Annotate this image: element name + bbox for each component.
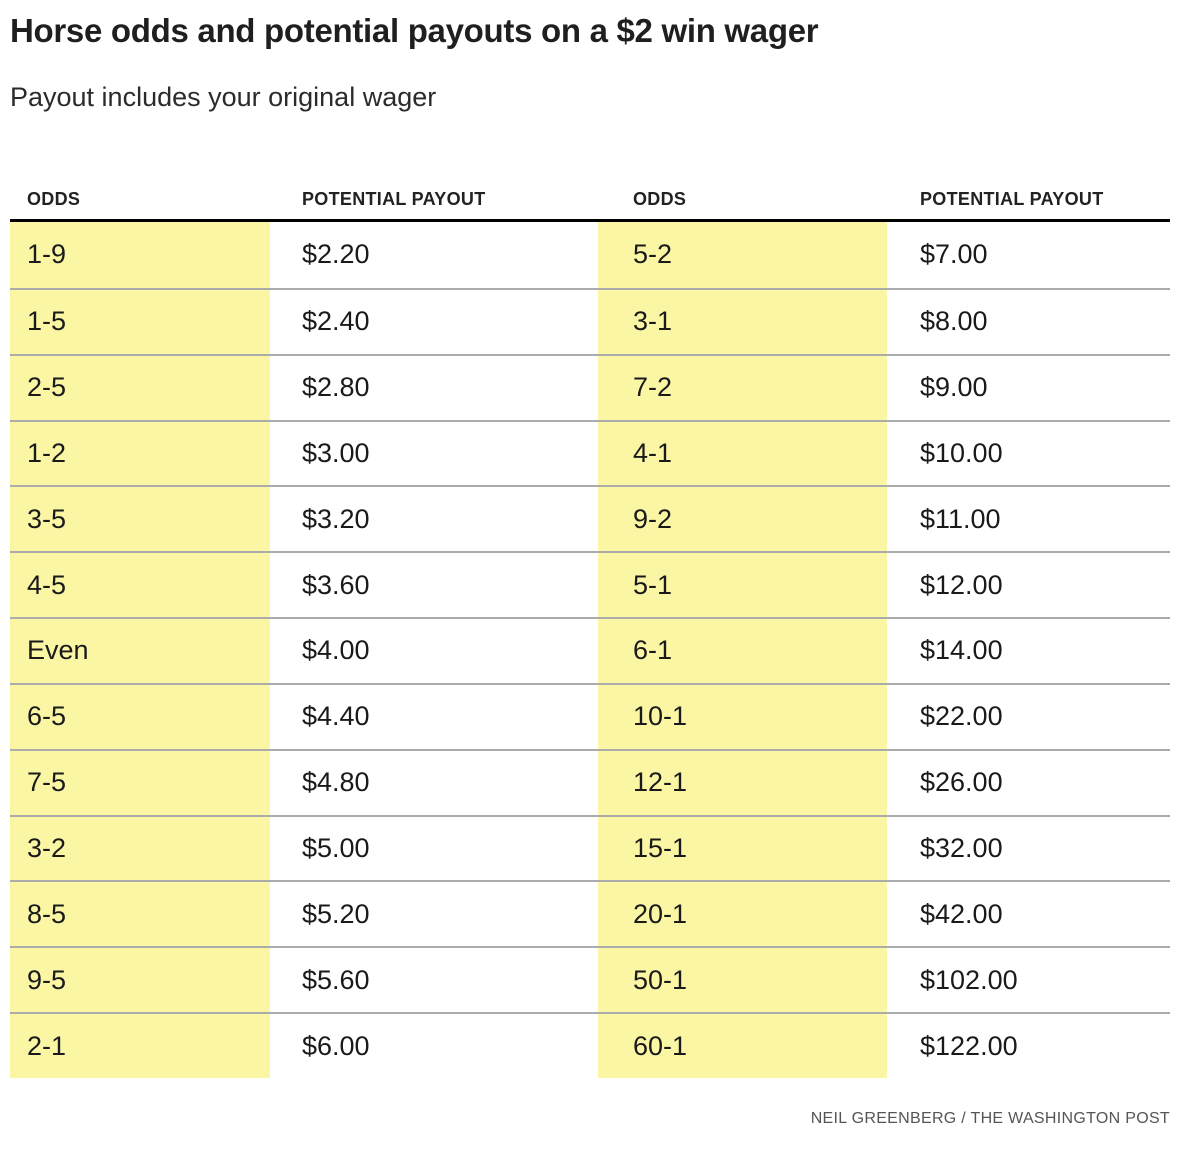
payout-cell: $3.00	[270, 419, 598, 486]
table-body: 1-9 $2.20 5-2 $7.00 1-5 $2.40 3-1 $8.00 …	[10, 222, 1170, 1078]
table-row: 2-5 $2.80 7-2 $9.00	[10, 353, 1170, 420]
odds-cell: 10-1	[598, 682, 887, 749]
odds-cell: 5-2	[598, 222, 887, 288]
payout-cell: $5.20	[270, 880, 598, 946]
payout-cell: $3.60	[270, 551, 598, 617]
odds-cell: 5-1	[598, 551, 887, 618]
odds-cell: 2-1	[10, 1012, 270, 1078]
odds-cell: 50-1	[598, 946, 887, 1013]
table-row: Even $4.00 6-1 $14.00	[10, 617, 1170, 683]
payout-cell: $11.00	[887, 485, 1170, 551]
odds-cell: 7-5	[10, 748, 270, 815]
payout-cell: $5.60	[270, 946, 598, 1012]
table-row: 8-5 $5.20 20-1 $42.00	[10, 880, 1170, 947]
payout-cell: $4.00	[270, 617, 598, 683]
payout-cell: $6.00	[270, 1012, 598, 1078]
odds-cell: Even	[10, 617, 270, 683]
page-subtitle: Payout includes your original wager	[10, 82, 437, 112]
payout-cell: $4.80	[270, 748, 598, 815]
payout-cell: $42.00	[887, 880, 1170, 946]
payout-cell: $2.20	[302, 239, 370, 270]
table-row: 9-5 $5.60 50-1 $102.00	[10, 946, 1170, 1013]
payout-cell: $14.00	[887, 617, 1170, 683]
odds-cell: 3-2	[10, 814, 270, 881]
payout-cell: $2.40	[270, 287, 598, 354]
payout-cell: $3.20	[270, 485, 598, 551]
odds-cell: 4-1	[598, 419, 887, 486]
odds-cell: 1-2	[10, 419, 270, 486]
odds-cell: 7-2	[598, 353, 887, 420]
payout-cell: $4.40	[270, 682, 598, 749]
payout-cell: $9.00	[887, 353, 1170, 420]
odds-cell: 8-5	[10, 880, 270, 947]
table-row: 3-2 $5.00 15-1 $32.00	[10, 814, 1170, 881]
odds-cell: 3-5	[10, 485, 270, 552]
odds-cell: 20-1	[598, 880, 887, 947]
odds-cell: 9-5	[10, 946, 270, 1013]
payout-cell: $22.00	[887, 682, 1170, 749]
odds-cell: 3-1	[598, 287, 887, 354]
odds-cell: 4-5	[10, 551, 270, 618]
payout-cell: $7.00	[920, 239, 988, 270]
table-row: 1-5 $2.40 3-1 $8.00	[10, 287, 1170, 354]
column-header-payout-right: POTENTIAL PAYOUT	[920, 189, 1104, 209]
odds-cell: 6-1	[598, 617, 887, 683]
table-row: 4-5 $3.60 5-1 $12.00	[10, 551, 1170, 618]
odds-cell: 60-1	[598, 1012, 887, 1078]
payout-table: ODDS POTENTIAL PAYOUT ODDS POTENTIAL PAY…	[10, 180, 1170, 1078]
column-header-odds-left: ODDS	[27, 189, 81, 209]
page-title: Horse odds and potential payouts on a $2…	[10, 12, 819, 49]
table-row: 3-5 $3.20 9-2 $11.00	[10, 485, 1170, 552]
table-row: 7-5 $4.80 12-1 $26.00	[10, 748, 1170, 815]
payout-cell: $26.00	[887, 748, 1170, 815]
column-header-payout-left: POTENTIAL PAYOUT	[302, 189, 486, 209]
table-row: 1-2 $3.00 4-1 $10.00	[10, 419, 1170, 486]
payout-cell: $122.00	[887, 1012, 1170, 1078]
payout-cell: $32.00	[887, 814, 1170, 881]
payout-cell: $102.00	[887, 946, 1170, 1012]
payout-cell: $2.80	[270, 353, 598, 420]
credit-line: NEIL GREENBERG / THE WASHINGTON POST	[810, 1110, 1170, 1127]
payout-cell: $10.00	[887, 419, 1170, 486]
payout-cell: $8.00	[887, 287, 1170, 354]
odds-cell: 1-9	[10, 222, 270, 288]
column-header-odds-right: ODDS	[633, 189, 687, 209]
odds-cell: 12-1	[598, 748, 887, 815]
table-row: 1-9 $2.20 5-2 $7.00	[10, 222, 1170, 288]
odds-cell: 6-5	[10, 682, 270, 749]
payout-cell: $12.00	[887, 551, 1170, 617]
odds-cell: 15-1	[598, 814, 887, 881]
payout-cell: $5.00	[270, 814, 598, 881]
odds-cell: 2-5	[10, 353, 270, 420]
table-row: 2-1 $6.00 60-1 $122.00	[10, 1012, 1170, 1078]
odds-cell: 1-5	[10, 287, 270, 354]
odds-cell: 9-2	[598, 485, 887, 552]
table-row: 6-5 $4.40 10-1 $22.00	[10, 682, 1170, 749]
table-header-row: ODDS POTENTIAL PAYOUT ODDS POTENTIAL PAY…	[10, 180, 1170, 222]
